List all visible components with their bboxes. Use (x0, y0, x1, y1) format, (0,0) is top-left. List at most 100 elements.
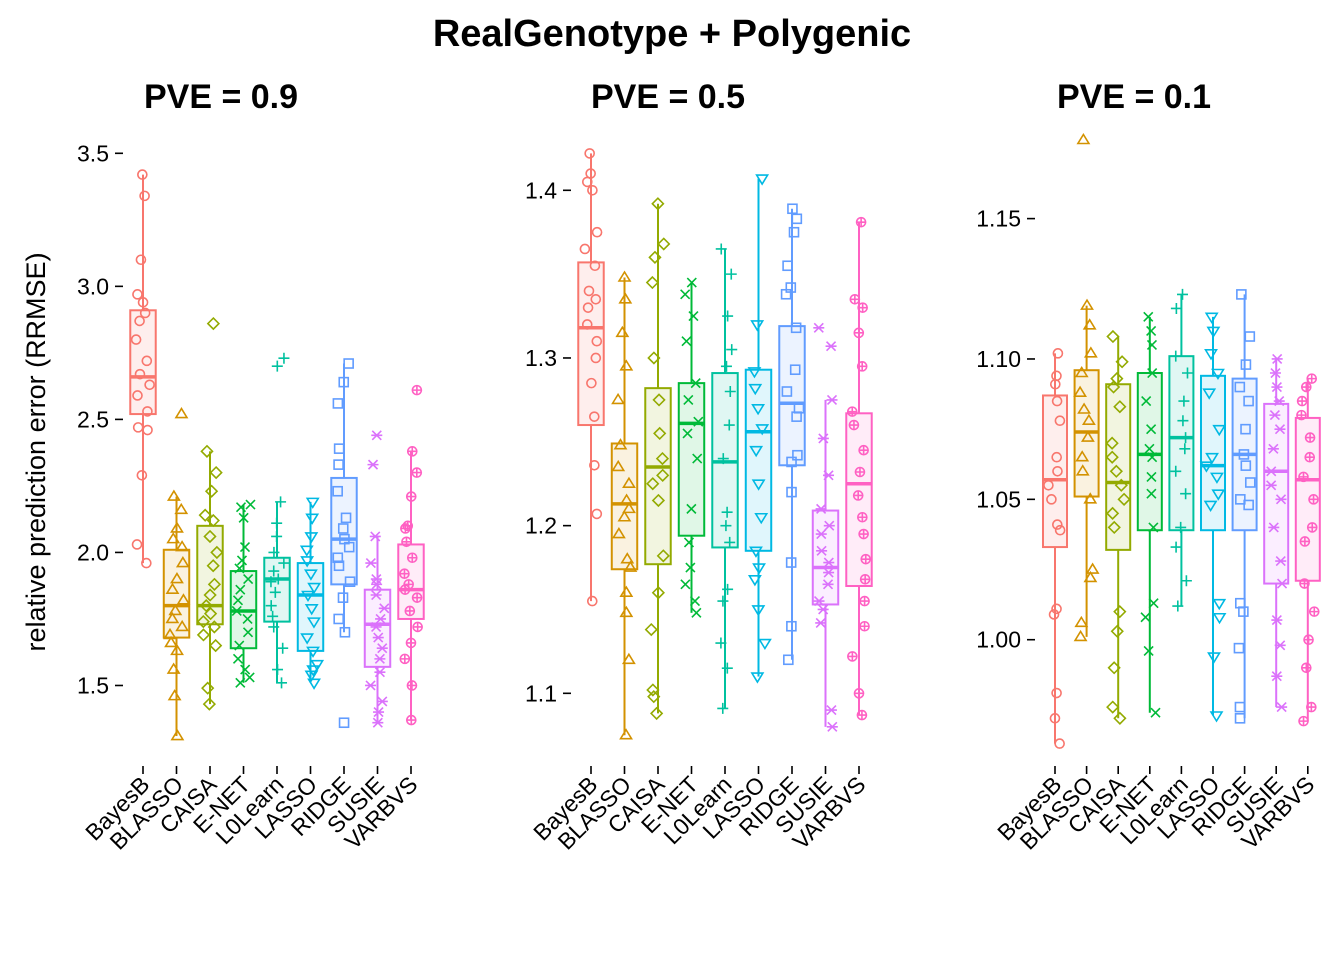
data-point (1303, 634, 1314, 646)
data-point (210, 545, 224, 560)
point-cross (854, 688, 864, 698)
data-point (338, 717, 350, 729)
data-point (783, 654, 794, 666)
data-point (617, 270, 632, 282)
data-point (196, 614, 210, 629)
data-point (196, 628, 211, 642)
data-point (406, 552, 418, 564)
data-point (1073, 629, 1088, 642)
data-point (682, 428, 693, 439)
data-point (613, 438, 628, 450)
point-cross (1297, 396, 1307, 406)
data-point (1306, 373, 1318, 384)
data-point (750, 672, 765, 684)
data-point (1146, 424, 1157, 435)
data-point (747, 574, 762, 587)
data-point (232, 595, 244, 606)
data-point (683, 394, 694, 405)
data-point (170, 572, 184, 584)
data-point (748, 383, 763, 396)
point-cross (1300, 579, 1309, 589)
data-point (405, 491, 417, 502)
data-point (785, 557, 797, 568)
data-point (646, 683, 660, 697)
data-point (141, 355, 153, 367)
data-point (815, 503, 827, 514)
data-point (584, 148, 595, 159)
data-point (1140, 612, 1151, 623)
data-point (1299, 536, 1311, 547)
data-point (234, 563, 245, 574)
data-point (846, 406, 858, 417)
box-susie (1263, 353, 1290, 713)
data-point (752, 563, 766, 575)
data-point (1199, 461, 1214, 473)
data-point (781, 386, 793, 397)
y-tick-label: 1.4 (525, 177, 557, 203)
data-point (406, 680, 418, 691)
panel-title: PVE = 0.1 (1057, 78, 1211, 116)
data-point (1271, 614, 1283, 626)
data-point (859, 573, 871, 585)
data-point (619, 585, 634, 598)
data-point (367, 459, 379, 470)
data-point (788, 226, 800, 238)
data-point (817, 604, 829, 615)
data-point (1113, 605, 1127, 619)
data-point (406, 714, 417, 726)
data-point (1109, 464, 1123, 478)
data-point (238, 512, 249, 523)
data-point (721, 662, 733, 674)
data-point (1076, 132, 1091, 145)
point-cross (407, 680, 417, 690)
data-point (265, 600, 277, 612)
y-tick-label: 2.5 (77, 406, 109, 432)
data-point (305, 513, 320, 525)
data-point (344, 576, 356, 588)
data-point (1275, 556, 1287, 567)
data-point (412, 621, 423, 633)
data-point (132, 289, 143, 300)
data-point (209, 638, 223, 653)
box-bayesb (1041, 348, 1069, 749)
data-point (757, 638, 772, 651)
data-point (1146, 339, 1158, 351)
data-point (1144, 443, 1155, 454)
data-point (585, 168, 596, 179)
data-point (611, 459, 626, 472)
point-cross (858, 303, 868, 313)
data-point (1147, 452, 1158, 463)
data-point (1304, 432, 1316, 443)
y-tick-label: 1.10 (976, 346, 1021, 372)
data-point (299, 545, 314, 557)
data-point (200, 444, 214, 458)
data-point (715, 243, 727, 255)
point-cross (859, 445, 869, 455)
data-point (1301, 381, 1312, 393)
data-point (611, 392, 625, 405)
data-point (1275, 494, 1287, 505)
box-lasso (744, 174, 773, 684)
box-caisa (1105, 329, 1132, 725)
data-point (276, 677, 288, 689)
data-point (1206, 326, 1221, 338)
data-point (853, 327, 865, 339)
data-point (231, 605, 242, 617)
data-point (406, 446, 418, 457)
data-point (720, 520, 732, 532)
point-cross (857, 361, 867, 371)
data-point (164, 635, 178, 648)
data-point (338, 376, 350, 388)
point-cross (412, 593, 422, 603)
data-point (787, 203, 798, 215)
data-point (141, 557, 152, 569)
data-point (655, 451, 670, 466)
point-cross (849, 420, 859, 430)
data-point (1298, 471, 1309, 483)
point-cross (853, 490, 863, 500)
data-point (1268, 522, 1280, 533)
data-point (1276, 578, 1288, 589)
data-point (175, 540, 190, 552)
data-point (1172, 600, 1184, 612)
point-cross (1300, 536, 1310, 546)
